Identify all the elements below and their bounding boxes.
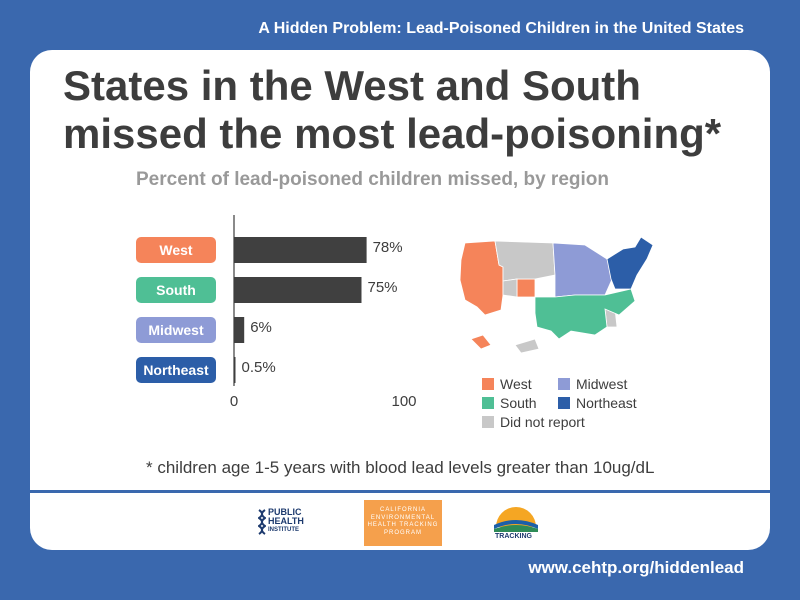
- phi-mark-icon: [258, 509, 266, 535]
- region-pill: [136, 277, 216, 303]
- legend-swatch: [558, 378, 570, 390]
- divider: [30, 490, 770, 493]
- legend-swatch: [482, 378, 494, 390]
- chart-title: Percent of lead-poisoned children missed…: [136, 169, 609, 190]
- legend-label: Midwest: [576, 376, 628, 392]
- map-region-did-not-report: [502, 278, 518, 298]
- us-map: [459, 236, 654, 354]
- public-health-institute-logo: PUBLIC HEALTH INSTITUTE: [258, 508, 318, 538]
- bar: [234, 317, 245, 343]
- footnote: * children age 1-5 years with blood lead…: [146, 458, 655, 477]
- map-region-west: [470, 334, 492, 350]
- map-region-did-not-report: [494, 240, 556, 282]
- bar: [234, 277, 362, 303]
- bar: [234, 237, 367, 263]
- map-region-south: [534, 288, 636, 340]
- value-label: 6%: [250, 319, 272, 336]
- legend-label: Northeast: [576, 395, 637, 411]
- region-pill: [136, 237, 216, 263]
- value-label: 0.5%: [242, 359, 276, 376]
- legend-label: South: [500, 395, 537, 411]
- region-pill: [136, 357, 216, 383]
- map-region-west: [516, 278, 536, 298]
- tracking-wordmark: TRACKING: [495, 533, 532, 540]
- cehtp-logo: CALIFORNIA ENVIRONMENTAL HEALTH TRACKING…: [364, 500, 442, 546]
- x-tick-label: 100: [391, 393, 416, 410]
- x-tick-label: 0: [230, 393, 238, 410]
- legend-item: Did not report: [482, 414, 585, 430]
- legend-item: South: [482, 395, 537, 411]
- value-label: 78%: [373, 239, 403, 256]
- region-pill: [136, 317, 216, 343]
- region-label: Midwest: [148, 322, 204, 338]
- banner-title: A Hidden Problem: Lead-Poisoned Children…: [258, 20, 744, 37]
- legend-item: Northeast: [558, 395, 637, 411]
- map-region-midwest: [552, 242, 614, 298]
- website-link[interactable]: www.cehtp.org/hiddenlead: [528, 558, 744, 577]
- map-region-northeast: [606, 236, 654, 290]
- legend-item: West: [482, 376, 532, 392]
- legend-label: West: [500, 376, 532, 392]
- region-label: Northeast: [143, 362, 209, 378]
- map-region-did-not-report: [514, 338, 540, 354]
- region-label: South: [156, 282, 196, 298]
- region-label: West: [159, 242, 193, 258]
- sunrise-icon: [494, 507, 538, 532]
- legend-swatch: [482, 397, 494, 409]
- phi-wordmark: PUBLIC HEALTH INSTITUTE: [268, 507, 304, 534]
- bar-chart: West 78% South 75% Midwest 6% Northeast 0.5%0 10…: [136, 215, 417, 410]
- infographic-card: States in the West and South missed the …: [30, 50, 770, 550]
- legend-swatch: [482, 416, 494, 428]
- legend-swatch: [558, 397, 570, 409]
- legend-label: Did not report: [500, 414, 585, 430]
- tracking-logo: TRACKING: [490, 505, 542, 545]
- headline: States in the West and South missed the …: [63, 62, 722, 157]
- value-label: 75%: [368, 279, 398, 296]
- bar: [234, 357, 236, 383]
- legend-item: Midwest: [558, 376, 627, 392]
